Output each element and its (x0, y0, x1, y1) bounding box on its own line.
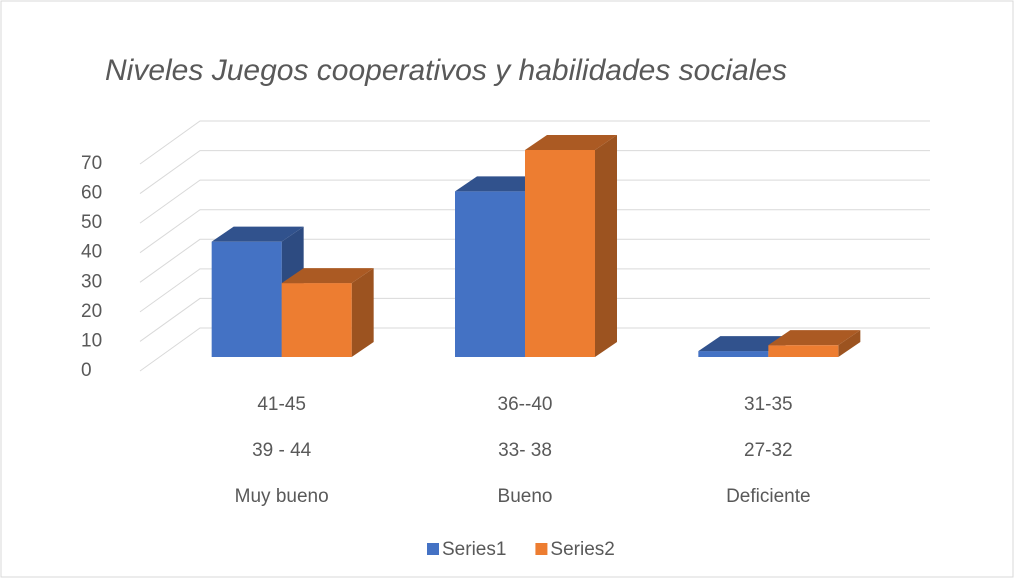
chart-title: Niveles Juegos cooperativos y habilidade… (105, 54, 787, 87)
bar-top (525, 135, 617, 150)
bar (698, 351, 769, 357)
legend-swatch (535, 543, 548, 555)
x-tick-label: 33- 38 (498, 440, 552, 461)
bar-top (768, 330, 861, 346)
grid-line (139, 268, 930, 313)
x-tick-label: Bueno (498, 486, 553, 507)
bar-top (211, 226, 304, 242)
bar (211, 241, 282, 357)
y-tick-label: 20 (81, 301, 102, 322)
bar (281, 283, 352, 357)
x-tick-label: 41-45 (257, 394, 306, 415)
grid-line (139, 150, 930, 194)
bar-side (351, 268, 374, 357)
x-tick-label: 36--40 (498, 394, 553, 415)
grid-line (139, 238, 930, 283)
bar-top (281, 268, 374, 284)
x-tick-label: 39 - 44 (252, 440, 312, 461)
bar (768, 345, 839, 357)
bar-side (838, 330, 861, 357)
bar-top (455, 176, 547, 192)
grid-line (139, 209, 930, 254)
grid-line (139, 297, 930, 342)
bar-top (698, 336, 791, 352)
x-tick-label: 31-35 (744, 394, 793, 415)
legend-label: Series1 (442, 539, 506, 560)
grid-line (139, 327, 930, 372)
x-tick-label: Muy bueno (235, 486, 329, 507)
grid-line (139, 120, 930, 165)
bar-side (595, 135, 617, 357)
y-tick-label: 50 (81, 212, 102, 233)
y-tick-label: 40 (81, 242, 102, 263)
grid-line (139, 179, 930, 224)
bar (525, 150, 595, 357)
y-tick-label: 30 (81, 271, 102, 292)
legend-label: Series2 (550, 539, 614, 560)
legend-swatch (427, 543, 439, 555)
y-tick-label: 60 (81, 183, 102, 204)
bar (455, 191, 525, 357)
x-tick-label: 27-32 (744, 440, 793, 461)
y-tick-label: 10 (81, 330, 102, 351)
y-tick-label: 70 (81, 153, 102, 174)
y-tick-label: 0 (81, 360, 92, 381)
x-tick-label: Deficiente (726, 486, 811, 507)
